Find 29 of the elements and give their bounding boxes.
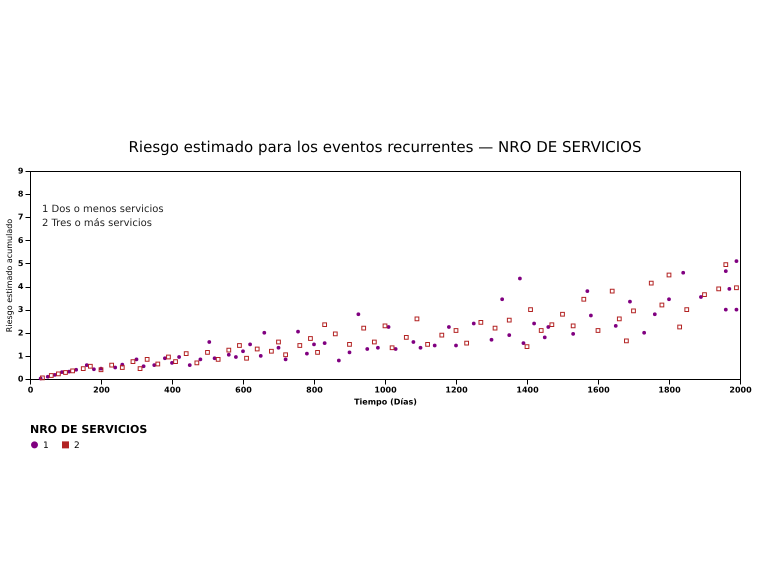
y-tick-label: 5 bbox=[18, 258, 24, 268]
y-tick-label: 4 bbox=[18, 282, 24, 292]
x-axis-title: Tiempo (Días) bbox=[354, 398, 417, 406]
annotation: 1 Dos o menos servicios bbox=[42, 204, 164, 215]
x-tick-label: 800 bbox=[306, 386, 324, 394]
y-tick-label: 2 bbox=[18, 328, 24, 338]
x-tick-label: 2000 bbox=[729, 386, 752, 394]
x-tick-label: 0 bbox=[28, 386, 34, 394]
x-tick-label: 1800 bbox=[658, 386, 682, 394]
legend-label: 1 bbox=[43, 440, 49, 451]
legend-title: NRO DE SERVICIOS bbox=[30, 423, 148, 436]
legend-label: 2 bbox=[74, 440, 80, 451]
y-tick-label: 7 bbox=[18, 212, 24, 222]
y-axis-title: Riesgo estimado acumulado bbox=[4, 218, 14, 332]
x-tick-label: 200 bbox=[93, 386, 110, 394]
chart-title: Riesgo estimado para los eventos recurrentes — NRO DE SERVICIOS bbox=[128, 138, 642, 156]
y-tick-label: 0 bbox=[18, 374, 24, 384]
y-tick-label: 8 bbox=[18, 190, 24, 199]
x-tick-label: 1600 bbox=[587, 386, 610, 394]
annotation: 2 Tres o más servicios bbox=[42, 218, 152, 229]
y-tick-label: 9 bbox=[18, 166, 24, 176]
x-tick-label: 1000 bbox=[374, 386, 398, 394]
y-tick-label: 1 bbox=[18, 351, 24, 360]
x-tick-label: 400 bbox=[164, 386, 182, 394]
x-tick-label: 1400 bbox=[516, 386, 540, 394]
y-tick-label: 6 bbox=[18, 236, 24, 245]
y-tick-label: 3 bbox=[18, 305, 24, 314]
x-tick-label: 1200 bbox=[445, 386, 468, 394]
x-tick-label: 600 bbox=[235, 386, 252, 394]
